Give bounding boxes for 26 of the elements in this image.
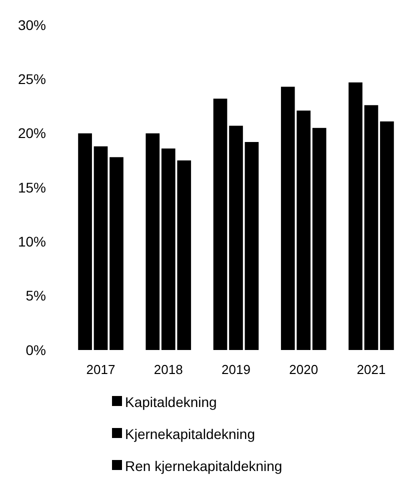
legend-label: Ren kjernekapitaldekning [125, 458, 282, 474]
bar [229, 126, 243, 350]
legend-label: Kjernekapitaldekning [125, 426, 255, 442]
bar [348, 82, 362, 350]
bar [312, 128, 326, 350]
y-tick-label: 30% [18, 16, 46, 33]
legend-label: Kapitaldekning [125, 394, 217, 410]
y-tick-label: 10% [18, 234, 46, 250]
x-tick-label: 2021 [356, 362, 386, 377]
y-tick-label: 0% [26, 342, 46, 358]
y-tick-label: 25% [18, 71, 46, 88]
bar [94, 146, 108, 350]
y-tick-label: 20% [18, 125, 46, 142]
x-tick-label: 2019 [222, 362, 250, 377]
bar [78, 133, 92, 350]
bar [244, 142, 259, 350]
x-tick-label: 2018 [154, 362, 183, 377]
bar [110, 157, 124, 350]
x-tick-label: 2020 [289, 362, 318, 377]
bar [213, 98, 228, 350]
bar [364, 105, 378, 350]
bar [146, 133, 160, 350]
y-tick-label: 5% [26, 288, 46, 304]
x-tick-label: 2017 [86, 362, 116, 377]
bar [380, 121, 394, 350]
y-tick-label: 15% [18, 179, 46, 196]
